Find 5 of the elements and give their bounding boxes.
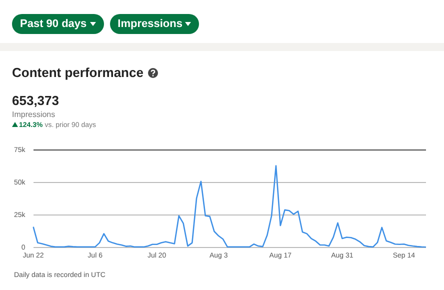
text: Impressions: [110, 14, 200, 34]
chart-title: Content performance: [12, 65, 144, 80]
text: 653,373: [12, 93, 59, 108]
text: Past 90 days: [12, 14, 104, 34]
text: Impressions: [12, 110, 56, 119]
